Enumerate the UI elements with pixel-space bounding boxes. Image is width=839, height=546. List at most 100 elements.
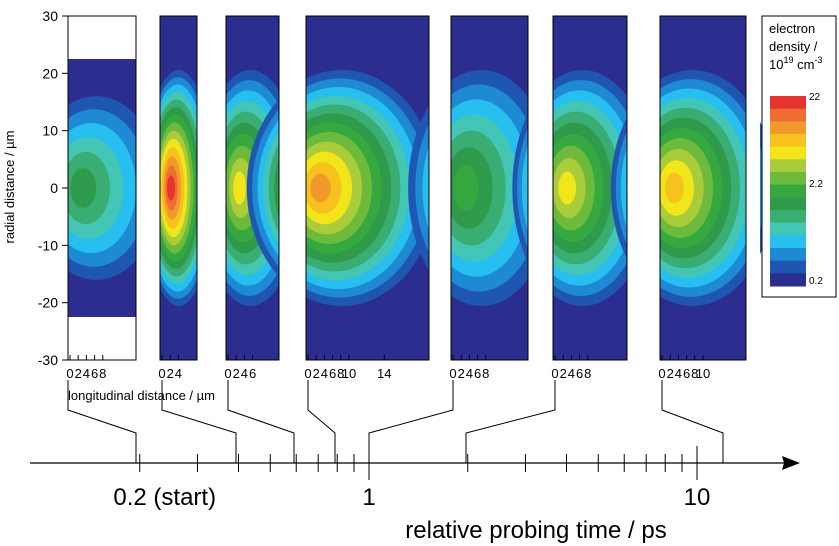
x-tick-label: 4 [241, 366, 248, 381]
y-axis: 30 20 10 0 -10 -20 -30 [38, 8, 68, 368]
density-contour [167, 175, 175, 201]
gap-mask [627, 0, 660, 361]
time-connector [161, 380, 237, 463]
colorbar-title-part: -3 [814, 55, 822, 65]
y-tick-label: 20 [42, 65, 58, 81]
colorbar-swatch [770, 260, 806, 274]
panel-masks [0, 0, 760, 361]
x-tick-label: 2 [167, 366, 174, 381]
density-contour [310, 173, 331, 203]
y-tick-label: -10 [38, 237, 58, 253]
density-contour [664, 172, 684, 204]
x-tick-label: 4 [675, 366, 682, 381]
gap-mask [746, 0, 760, 361]
x-tick-label: 6 [91, 366, 98, 381]
x-tick-label: 2 [233, 366, 240, 381]
time-axis: 0.2 (start) 1 10 [30, 380, 800, 511]
x-tick-label: 8 [691, 366, 698, 381]
x-tick-label: 2 [458, 366, 465, 381]
x-tick-label: 0 [158, 366, 165, 381]
gap-mask [429, 0, 451, 361]
x-tick-label: 10 [342, 366, 356, 381]
heatmap-panels: 0 2 4 6 8 0 2 4 0 2 4 6 0 2 4 6 810 14 0 2 4 6 8 0 2 4 6 8 0 2 4 6 810 [0, 0, 775, 381]
colorbar-swatch [770, 222, 806, 236]
x-tick-label: 0 [658, 366, 665, 381]
y-tick-label: -20 [38, 295, 58, 311]
x-tick-label: 14 [377, 366, 391, 381]
colorbar-swatch [770, 235, 806, 249]
y-tick-label: 30 [42, 8, 58, 24]
x-tick-label: 4 [175, 366, 182, 381]
y-axis-label: radial distance / µm [2, 131, 17, 244]
colorbar-swatch [770, 146, 806, 160]
colorbar-title-part: cm [793, 57, 814, 72]
x-tick-label: 6 [683, 366, 690, 381]
density-contour [453, 165, 479, 211]
colorbar-swatch [770, 184, 806, 198]
x-tick-label: 4 [321, 366, 328, 381]
time-connector [67, 380, 137, 463]
x-tick-label: 2 [313, 366, 320, 381]
colorbar-title: 1019 cm-3 [769, 55, 822, 72]
time-connector [227, 380, 295, 463]
x-tick-label: 0 [66, 366, 73, 381]
panel-frame [225, 15, 280, 361]
time-connector [368, 380, 454, 463]
colorbar-title: electron [769, 21, 815, 36]
x-tick-label: 8 [482, 366, 489, 381]
x-tick-label: 2 [560, 366, 567, 381]
time-tick-label: 1 [362, 484, 375, 511]
y-tick-label: 0 [50, 180, 58, 196]
panel-frame [305, 15, 430, 361]
x-tick-label: 6 [249, 366, 256, 381]
time-tick-label: 10 [684, 484, 711, 511]
colorbar-tick-label: 2.2 [809, 179, 823, 190]
x-tick-label: 10 [696, 366, 710, 381]
colorbar-swatch [770, 197, 806, 211]
density-contour [558, 171, 577, 205]
colorbar-swatch [770, 273, 806, 287]
y-tick-label: -30 [38, 352, 58, 368]
x-tick-label: 4 [83, 366, 90, 381]
colorbar-title-part: 19 [783, 55, 793, 65]
time-connector [307, 380, 336, 463]
colorbar-swatch [770, 96, 806, 110]
arrow-head [782, 456, 800, 470]
top-mask [0, 0, 760, 16]
x-tick-label: 8 [584, 366, 591, 381]
x-tick-label: 2 [667, 366, 674, 381]
panel-frame [159, 15, 198, 361]
colorbar-title-part: 10 [769, 57, 783, 72]
gap-mask [136, 0, 160, 361]
x-tick-label: 0 [551, 366, 558, 381]
panel-frame [552, 15, 628, 361]
gap-mask [528, 0, 553, 361]
time-connector [661, 380, 724, 463]
x-tick-label: 2 [75, 366, 82, 381]
time-tick-label: 0.2 (start) [113, 484, 216, 511]
y-tick-label: 10 [42, 123, 58, 139]
x-tick-label: 0 [449, 366, 456, 381]
colorbar-swatch [770, 210, 806, 224]
gap-mask [279, 0, 306, 361]
colorbar-title: density / [769, 39, 818, 54]
colorbar-swatch [770, 159, 806, 173]
x-tick-label: 4 [466, 366, 473, 381]
colorbar-tick-label: 0.2 [809, 276, 823, 287]
x-tick-label: 6 [474, 366, 481, 381]
x-tick-label: 6 [329, 366, 336, 381]
colorbar-swatch [770, 172, 806, 186]
density-contour [233, 171, 246, 205]
x-tick-label: 0 [224, 366, 231, 381]
x-tick-label: 4 [568, 366, 575, 381]
gap-mask [0, 0, 68, 361]
colorbar-swatch [770, 108, 806, 122]
x-axis-label: longitudinal distance / µm [68, 388, 215, 403]
x-tick-label: 6 [576, 366, 583, 381]
colorbar-swatch [770, 248, 806, 262]
colorbar-swatch [770, 134, 806, 148]
x-tick-label: 0 [304, 366, 311, 381]
